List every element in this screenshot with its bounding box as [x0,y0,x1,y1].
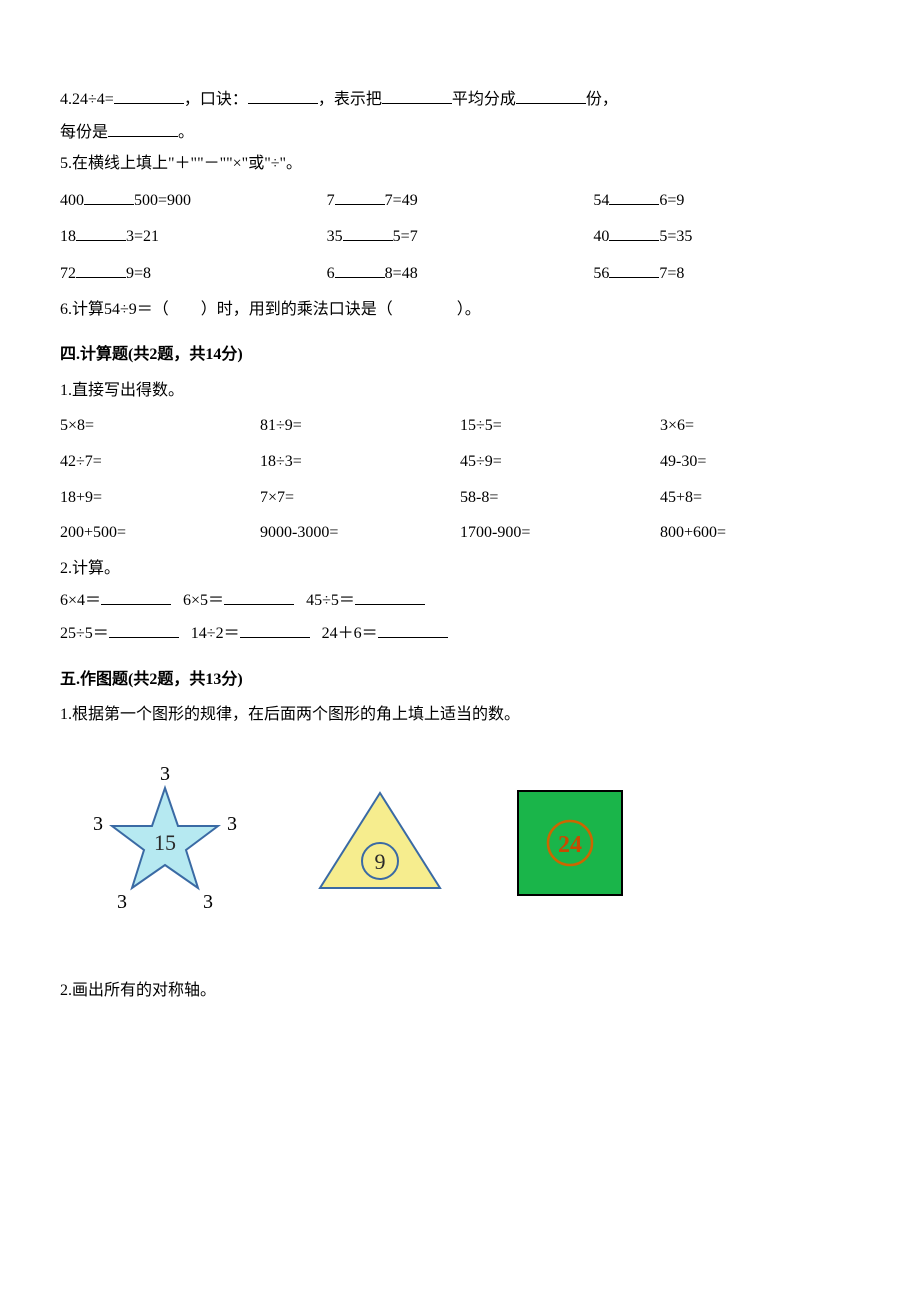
s4q1-c23: 45+8= [660,485,860,511]
q4-blank3[interactable] [382,86,452,104]
s4q2-blank-12[interactable] [378,620,448,638]
s4q2-blank-11[interactable] [240,620,310,638]
q4-line1: 4.24÷4= ，口诀： ，表示把 平均分成 份， [60,86,860,113]
q4-blank5[interactable] [108,119,178,137]
q5-cell-0-0: 400500=900 [60,187,327,214]
q4-blank2[interactable] [248,86,318,104]
s4-q2-title: 2.计算。 [60,556,860,582]
s4q2-blank-10[interactable] [109,620,179,638]
s4q1-c02: 15÷5= [460,413,660,439]
section4-title: 四.计算题(共2题，共14分) [60,342,860,368]
s4-q1-row3: 200+500= 9000-3000= 1700-900= 800+600= [60,520,860,546]
q4-prefix: 4.24÷4= [60,91,114,108]
q5-blank-2-0[interactable] [76,260,126,278]
q5-row0: 400500=900 77=49 546=9 [60,187,860,214]
s4-q2-row0: 6×4＝ 6×5＝ 45÷5＝ [60,587,860,614]
square-shape: 24 [510,783,630,903]
q4-part2: ，口诀： [184,91,248,108]
s4q1-c32: 1700-900= [460,520,660,546]
s4q1-c22: 58-8= [460,485,660,511]
q5-cell-2-2: 567=8 [593,260,860,287]
q4-line2: 每份是 。 [60,119,860,146]
q4-part3: ，表示把 [318,91,382,108]
q5-blank-2-1[interactable] [335,260,385,278]
q4-end: 。 [178,124,194,141]
q5-cell-1-1: 355=7 [327,223,594,250]
q4-part5: 份， [586,91,618,108]
q4-blank4[interactable] [516,86,586,104]
q5-cell-2-0: 729=8 [60,260,327,287]
q5-blank-0-2[interactable] [609,187,659,205]
q5-row2: 729=8 68=48 567=8 [60,260,860,287]
s4q2-blank-00[interactable] [101,587,171,605]
s4q1-c11: 18÷3= [260,449,460,475]
q5-cell-1-0: 183=21 [60,223,327,250]
q5-cell-2-1: 68=48 [327,260,594,287]
s4q1-c20: 18+9= [60,485,260,511]
q5-row1: 183=21 355=7 405=35 [60,223,860,250]
s4q1-c03: 3×6= [660,413,860,439]
s4q1-c12: 45÷9= [460,449,660,475]
s4q1-c33: 800+600= [660,520,860,546]
star-icon: 15 3 3 3 3 3 [80,758,250,928]
s4q1-c10: 42÷7= [60,449,260,475]
q5-blank-0-0[interactable] [84,187,134,205]
q4-l2text: 每份是 [60,124,108,141]
q5-blank-1-0[interactable] [76,223,126,241]
q5-title: 5.在横线上填上"＋""－""×"或"÷"。 [60,151,860,177]
s4-q1-row2: 18+9= 7×7= 58-8= 45+8= [60,485,860,511]
q6-text: 6.计算54÷9＝（ ）时，用到的乘法口诀是（ ）。 [60,297,860,323]
triangle-center-text: 9 [375,849,386,874]
star-pt-3: 3 [117,891,127,913]
s5-q2: 2.画出所有的对称轴。 [60,978,860,1004]
q5-blank-2-2[interactable] [609,260,659,278]
s4q1-c31: 9000-3000= [260,520,460,546]
s4-q2-row1: 25÷5＝ 14÷2＝ 24＋6＝ [60,620,860,647]
s4q2-blank-02[interactable] [355,587,425,605]
star-shape: 15 3 3 3 3 3 [80,758,250,928]
q5-cell-0-1: 77=49 [327,187,594,214]
square-icon: 24 [510,783,630,903]
star-pt-0: 3 [160,763,170,785]
star-center-text: 15 [154,830,176,855]
s4q1-c00: 5×8= [60,413,260,439]
q5-blank-0-1[interactable] [335,187,385,205]
s4q1-c30: 200+500= [60,520,260,546]
section5-title: 五.作图题(共2题，共13分) [60,667,860,693]
s4q2-blank-01[interactable] [224,587,294,605]
s4q1-c21: 7×7= [260,485,460,511]
s4-q1-row1: 42÷7= 18÷3= 45÷9= 49-30= [60,449,860,475]
q4-blank1[interactable] [114,86,184,104]
s4q1-c01: 81÷9= [260,413,460,439]
s4-q1-row0: 5×8= 81÷9= 15÷5= 3×6= [60,413,860,439]
q5-cell-0-2: 546=9 [593,187,860,214]
star-pt-2: 3 [203,891,213,913]
shapes-container: 15 3 3 3 3 3 9 24 [80,758,860,928]
q5-cell-1-2: 405=35 [593,223,860,250]
q5-blank-1-2[interactable] [609,223,659,241]
s5-q1: 1.根据第一个图形的规律，在后面两个图形的角上填上适当的数。 [60,702,860,728]
triangle-shape: 9 [310,783,450,903]
s4-q1-title: 1.直接写出得数。 [60,378,860,404]
square-center-text: 24 [558,832,582,858]
s4q1-c13: 49-30= [660,449,860,475]
triangle-icon: 9 [310,783,450,903]
q5-blank-1-1[interactable] [343,223,393,241]
star-pt-4: 3 [93,813,103,835]
star-pt-1: 3 [227,813,237,835]
q4-part4: 平均分成 [452,91,516,108]
